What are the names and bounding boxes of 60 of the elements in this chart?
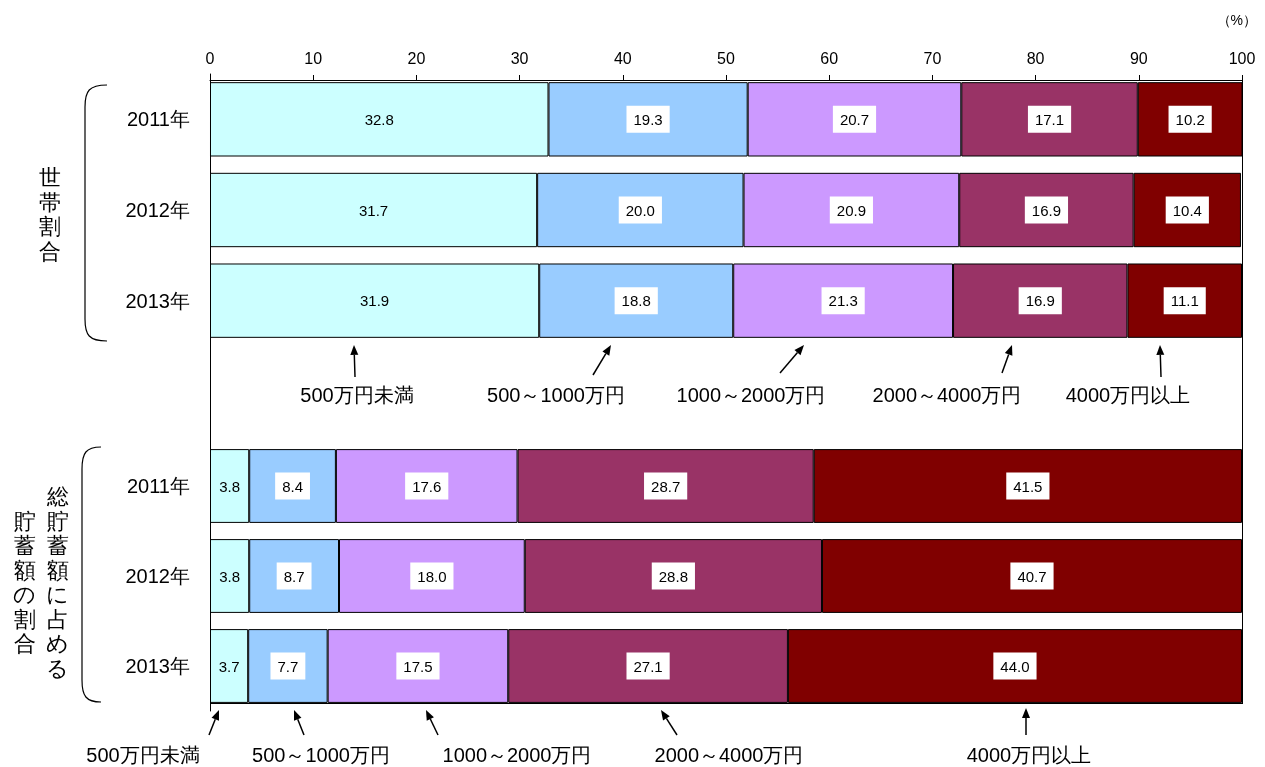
y-axis-title: 世帯割合 <box>38 165 62 264</box>
x-tick-label: 40 <box>613 49 632 67</box>
data-label: 3.8 <box>219 567 241 585</box>
data-label: 28.8 <box>658 567 688 585</box>
data-label: 10.4 <box>1172 201 1202 219</box>
y-tick-label: 2012年 <box>125 199 190 221</box>
legend-label: 500万円未満 <box>300 382 414 408</box>
data-label: 20.0 <box>625 201 655 219</box>
legend-label: 500～1000万円 <box>252 742 390 767</box>
data-label: 16.9 <box>1031 201 1062 219</box>
data-label: 31.9 <box>360 292 390 310</box>
x-tick-label: 0 <box>205 49 215 67</box>
legend-label: 500万円未満 <box>86 742 200 767</box>
x-tick-label: 10 <box>304 49 323 67</box>
x-tick-label: 90 <box>1129 49 1148 67</box>
data-label: 32.8 <box>364 110 394 128</box>
legend-label: 4000万円以上 <box>966 742 1092 767</box>
data-label: 10.2 <box>1175 110 1205 128</box>
data-label: 7.7 <box>277 657 299 675</box>
legend-label: 2000～4000万円 <box>654 742 804 767</box>
y-tick-label: 2011年 <box>126 475 190 497</box>
x-axis-title: （%） <box>1216 12 1257 30</box>
legend-label: 1000～2000万円 <box>676 382 826 408</box>
data-label: 18.8 <box>621 292 651 310</box>
data-label: 28.7 <box>651 477 681 495</box>
data-label: 44.0 <box>1000 657 1030 675</box>
data-label: 11.1 <box>1170 292 1199 310</box>
data-label: 31.7 <box>358 201 389 219</box>
y-tick-label: 2012年 <box>125 565 190 587</box>
y-tick-label: 2013年 <box>125 655 190 677</box>
data-label: 20.9 <box>836 201 866 219</box>
x-tick-label: 50 <box>717 49 735 67</box>
data-label: 18.0 <box>417 567 447 585</box>
y-tick-label: 2013年 <box>125 289 190 312</box>
data-label: 21.3 <box>828 292 858 310</box>
legend-label: 1000～2000万円 <box>442 742 592 767</box>
x-tick-label: 70 <box>923 49 942 67</box>
data-label: 8.4 <box>282 477 303 495</box>
x-tick-label: 30 <box>510 49 529 67</box>
text: 総貯蓄額に占める貯蓄額の割合 <box>13 484 69 681</box>
x-tick-label: 80 <box>1026 49 1045 67</box>
data-label: 3.8 <box>219 477 241 495</box>
legend-label: 2000～4000万円 <box>872 382 1022 408</box>
x-tick-label: 100 <box>1228 49 1256 67</box>
x-tick-label: 20 <box>407 49 426 67</box>
data-label: 40.7 <box>1017 567 1047 585</box>
data-label: 16.9 <box>1025 292 1055 310</box>
x-tick-label: 60 <box>820 49 839 67</box>
data-label: 17.1 <box>1034 110 1065 128</box>
data-label: 27.1 <box>633 657 663 675</box>
data-label: 8.7 <box>283 567 305 585</box>
data-label: 17.6 <box>412 477 442 495</box>
data-label: 41.5 <box>1013 477 1043 495</box>
legend-label: 500～1000万円 <box>487 382 625 408</box>
data-label: 20.7 <box>839 110 870 128</box>
data-label: 3.7 <box>218 657 240 675</box>
legend-label: 4000万円以上 <box>1065 382 1191 408</box>
data-label: 17.5 <box>403 657 433 675</box>
y-tick-label: 2011年 <box>126 108 190 131</box>
data-label: 19.3 <box>633 110 663 128</box>
